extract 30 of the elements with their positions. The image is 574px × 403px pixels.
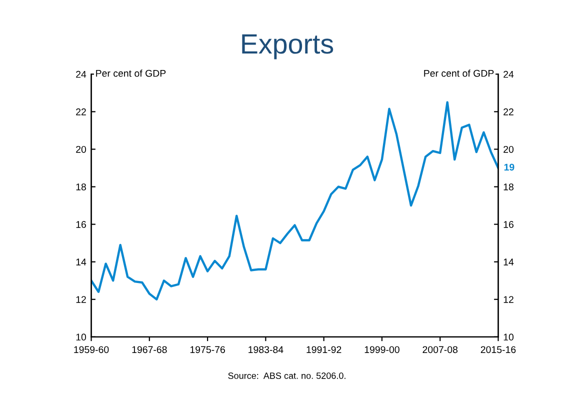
x-tick-label: 2015-16: [480, 346, 516, 354]
y2-tick-label: 24: [504, 70, 514, 78]
x-tick-label: 1975-76: [190, 346, 225, 354]
x-tick-label: 2007-08: [422, 346, 458, 354]
chart-title: Exports: [242, 34, 334, 60]
y2-tick-label: 14: [504, 258, 514, 266]
y-tick-label: 14: [76, 258, 86, 266]
y-tick-label: 22: [76, 108, 86, 116]
x-tick-label: 1991-92: [306, 346, 342, 354]
y2-tick-label: 18: [504, 183, 514, 190]
y-tick-label: 20: [76, 146, 86, 153]
y-tick-label: 12: [76, 296, 86, 303]
y2-tick-label: 16: [504, 221, 514, 228]
source-note: Source: ABS cat. no. 5206.0.: [228, 372, 346, 379]
x-tick-label: 1999-00: [364, 346, 400, 354]
y-tick-label: 10: [76, 334, 86, 341]
y2-tick-label: 20: [504, 146, 514, 153]
y-tick-label: 24: [76, 70, 86, 78]
y2-axis-title: Per cent of GDP: [424, 70, 494, 77]
y2-tick-label: 12: [504, 296, 514, 303]
y-tick-label: 16: [76, 221, 86, 228]
y-tick-label: 18: [76, 183, 86, 190]
data-label: 19: [504, 164, 514, 171]
y2-tick-label: 10: [504, 334, 514, 341]
x-tick-label: 1983-84: [248, 346, 284, 354]
x-tick-label: 1959-60: [74, 346, 109, 354]
x-tick-label: 1967-68: [132, 346, 167, 354]
y-axis-title: Per cent of GDP: [96, 70, 166, 77]
y2-tick-label: 22: [504, 108, 514, 116]
line-series: [91, 101, 498, 300]
